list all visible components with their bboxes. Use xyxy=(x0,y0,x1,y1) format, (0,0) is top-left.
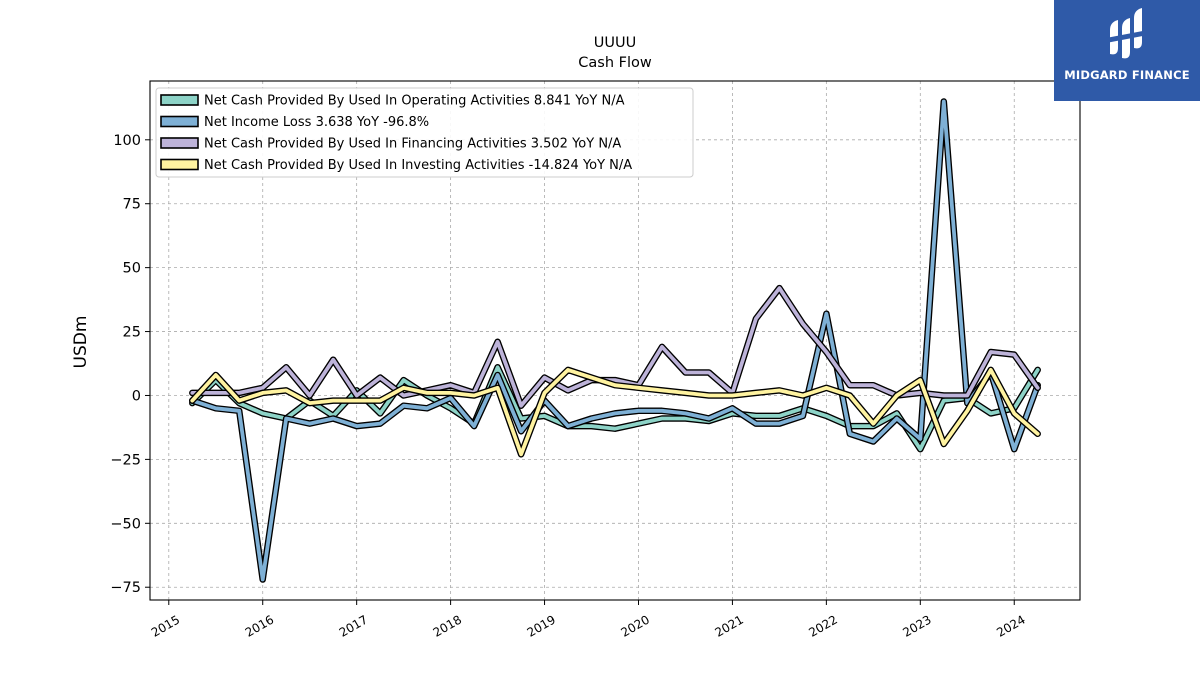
x-tick-label: 2017 xyxy=(337,612,370,639)
y-tick-label: 100 xyxy=(113,133,141,149)
grid-layer xyxy=(150,81,1080,600)
x-tick-label: 2024 xyxy=(994,612,1027,639)
series-2-line xyxy=(189,98,1041,583)
chart-subtitle: Cash Flow xyxy=(578,55,652,71)
legend-label: Net Cash Provided By Used In Investing A… xyxy=(204,158,632,173)
legend-label: Net Income Loss 3.638 YoY -96.8% xyxy=(204,115,429,130)
legend-swatch xyxy=(160,158,199,171)
y-tick-label: −75 xyxy=(110,580,141,596)
x-tick-label: 2020 xyxy=(619,612,652,639)
y-tick-label: 75 xyxy=(123,197,141,213)
x-tick-label: 2021 xyxy=(712,612,745,639)
y-axis-label: USDm xyxy=(71,316,91,369)
legend-label: Net Cash Provided By Used In Financing A… xyxy=(204,137,621,152)
series-line xyxy=(190,99,1040,582)
logo-mark-icon xyxy=(1106,8,1148,59)
x-tick-label: 2022 xyxy=(806,612,839,639)
y-tick-label: −25 xyxy=(110,452,141,468)
brand-logo: MIDGARD FINANCE xyxy=(1054,0,1200,101)
legend-swatch xyxy=(160,94,199,106)
y-tick-label: 25 xyxy=(123,325,141,341)
x-tick-label: 2016 xyxy=(243,612,276,639)
legend-swatch xyxy=(160,115,199,128)
tick-layer: −75 −50 −25 0 25 50 75 100 2015 2016 2017 2018 2019 2… xyxy=(110,133,1027,640)
series-4-line xyxy=(189,366,1041,458)
logo-text: MIDGARD FINANCE xyxy=(1064,68,1190,82)
series-line xyxy=(190,367,1040,457)
x-tick-label: 2023 xyxy=(900,612,933,639)
x-tick-label: 2019 xyxy=(525,612,558,639)
chart-title: UUUU xyxy=(594,35,636,51)
x-tick-label: 2018 xyxy=(431,612,464,639)
y-tick-label: 50 xyxy=(123,261,141,277)
plot-frame xyxy=(149,80,1081,601)
legend-swatch xyxy=(160,137,199,149)
legend: Net Cash Provided By Used In Operating A… xyxy=(155,87,694,178)
legend-box xyxy=(155,87,694,178)
x-tick-label: 2015 xyxy=(149,612,182,639)
legend-label: Net Cash Provided By Used In Operating A… xyxy=(204,94,625,109)
series-layer xyxy=(189,98,1041,583)
y-tick-label: −50 xyxy=(110,516,141,532)
y-tick-label: 0 xyxy=(132,388,141,404)
